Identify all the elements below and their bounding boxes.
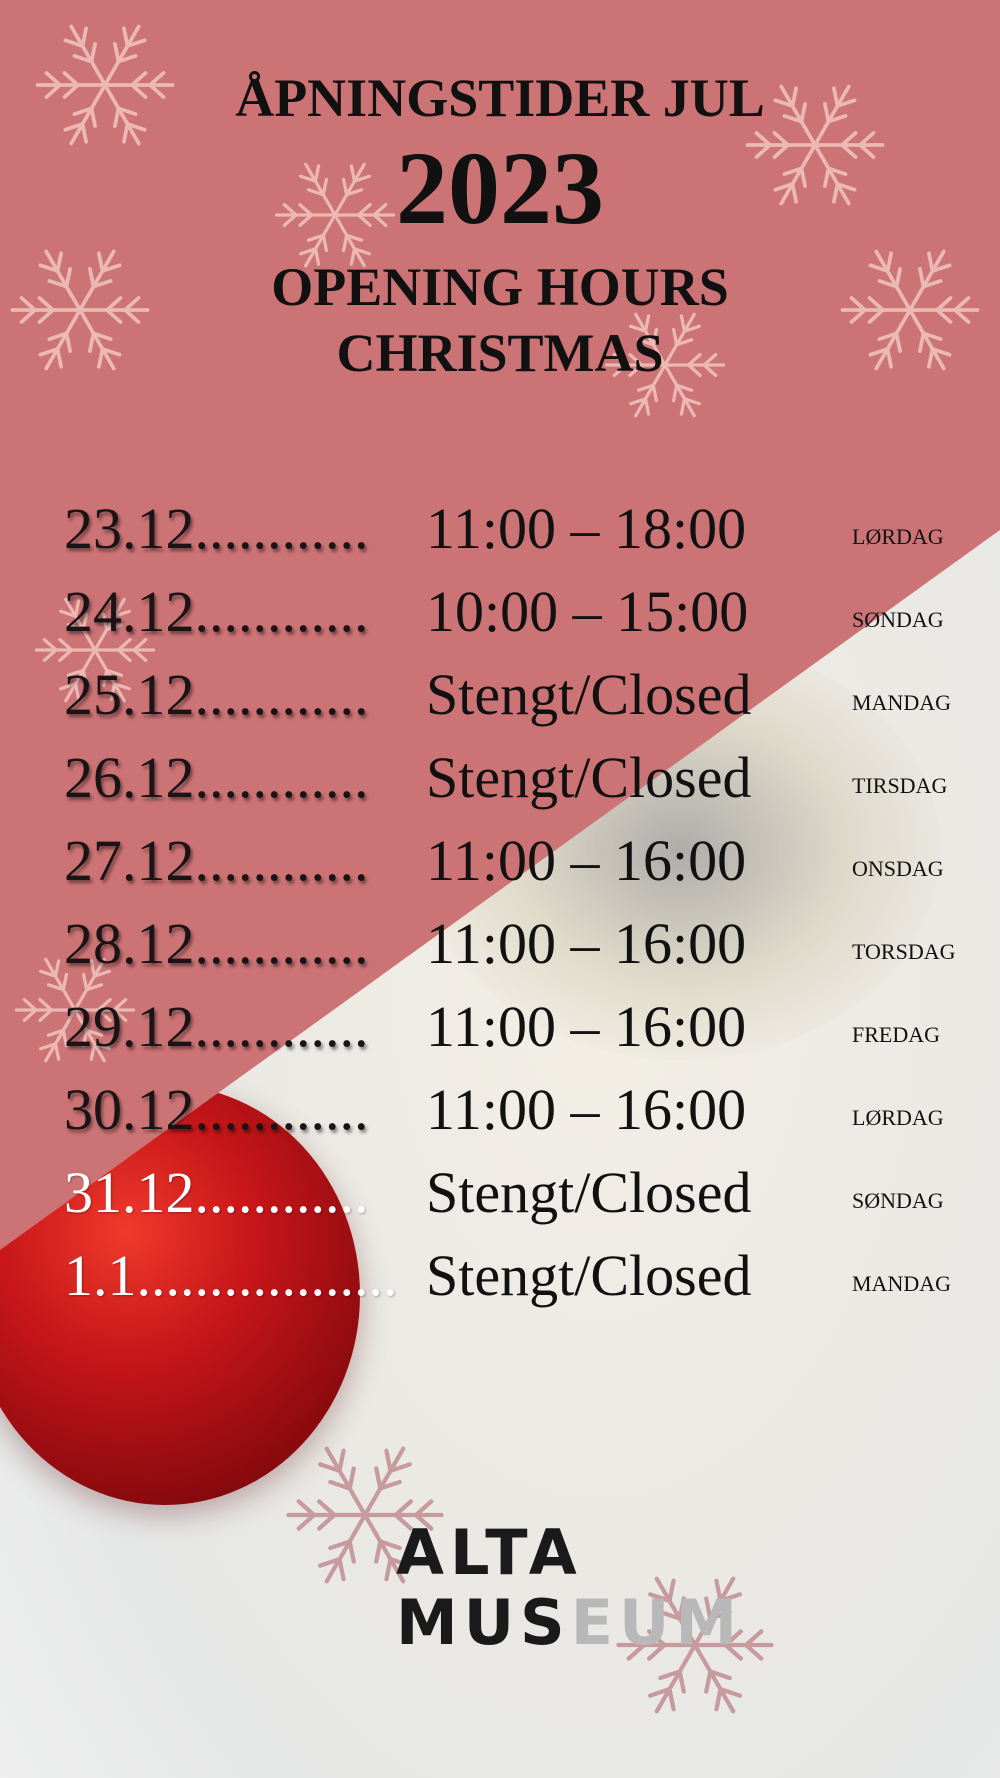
- weekday: LØRDAG: [852, 524, 944, 549]
- snowflake-icon: [14, 957, 136, 1063]
- snowflake-shape: [14, 957, 136, 1063]
- date: 23.12............: [64, 494, 369, 564]
- schedule-row: 23.12............ 11:00 – 18:00 LØRDAG: [0, 494, 1000, 574]
- hours: 11:00 – 18:00: [426, 496, 747, 561]
- weekday: ONSDAG: [852, 856, 944, 881]
- snowflake-icon: [10, 249, 150, 371]
- logo-line2-dark: MUS: [396, 1586, 571, 1659]
- date-value: 24.12: [64, 579, 195, 644]
- dot-leader: ............: [194, 579, 369, 644]
- date-value: 31.12: [64, 1160, 195, 1225]
- weekday: MANDAG: [852, 690, 951, 715]
- hours: Stengt/Closed: [426, 662, 752, 727]
- schedule-row: 29.12............ 11:00 – 16:00 FREDAG: [0, 992, 1000, 1072]
- date: 30.12............: [64, 1075, 369, 1145]
- logo-line1: ALTA: [396, 1516, 583, 1589]
- date-value: 25.12: [64, 662, 195, 727]
- title-english-line2: CHRISTMAS: [336, 323, 664, 383]
- schedule-row: 31.12............ Stengt/Closed SØNDAG: [0, 1158, 1000, 1238]
- schedule-row: 26.12............ Stengt/Closed TIRSDAG: [0, 743, 1000, 823]
- snowflake-icon: [34, 597, 156, 703]
- snowflake-shape: [745, 84, 885, 206]
- snowflake-shape: [616, 1576, 774, 1714]
- snowflake-icon: [35, 24, 175, 146]
- snowflake-shape: [604, 312, 726, 418]
- logo-line2: MUSEUM: [396, 1588, 743, 1658]
- date: 29.12............: [64, 992, 369, 1062]
- snowflake-shape: [35, 24, 175, 146]
- snowflake-icon: [286, 1446, 444, 1584]
- schedule-row: 1.1.................. Stengt/Closed MANDAG: [0, 1241, 1000, 1321]
- dot-leader: ............: [194, 1077, 369, 1142]
- dot-leader: ............: [194, 745, 369, 810]
- dot-leader: ............: [194, 911, 369, 976]
- date: 27.12............: [64, 826, 369, 896]
- date-value: 30.12: [64, 1077, 195, 1142]
- logo-line2-light: EUM: [570, 1586, 744, 1659]
- schedule-row: 28.12............ 11:00 – 16:00 TORSDAG: [0, 909, 1000, 989]
- weekday: LØRDAG: [852, 1105, 944, 1130]
- hours: 10:00 – 15:00: [426, 579, 749, 644]
- schedule-row: 27.12............ 11:00 – 16:00 ONSDAG: [0, 826, 1000, 906]
- dot-leader: ............: [194, 662, 369, 727]
- snowflake-icon: [274, 162, 396, 268]
- date-value: 28.12: [64, 911, 195, 976]
- dot-leader: ............: [194, 994, 369, 1059]
- hours: Stengt/Closed: [426, 1243, 752, 1308]
- weekday: TIRSDAG: [852, 773, 948, 798]
- weekday: SØNDAG: [852, 1188, 944, 1213]
- dot-leader: ............: [194, 496, 369, 561]
- dot-leader: ............: [194, 828, 369, 893]
- date: 24.12............: [64, 577, 369, 647]
- snowflake-icon: [604, 312, 726, 418]
- weekday: FREDAG: [852, 1022, 941, 1047]
- snowflake-shape: [274, 162, 396, 268]
- snowflake-icon: [616, 1576, 774, 1714]
- snowflake-shape: [840, 249, 980, 371]
- schedule-row: 24.12............ 10:00 – 15:00 SØNDAG: [0, 577, 1000, 657]
- date: 31.12............: [64, 1158, 369, 1228]
- hours: Stengt/Closed: [426, 1160, 752, 1225]
- date-value: 29.12: [64, 994, 195, 1059]
- weekday: MANDAG: [852, 1271, 951, 1296]
- date-value: 23.12: [64, 496, 195, 561]
- alta-museum-logo: ALTA MUSEUM: [396, 1518, 743, 1658]
- date: 26.12............: [64, 743, 369, 813]
- hours: 11:00 – 16:00: [426, 911, 747, 976]
- snowflake-shape: [34, 597, 156, 703]
- hours: 11:00 – 16:00: [426, 994, 747, 1059]
- title-norwegian: ÅPNINGSTIDER JUL: [235, 68, 765, 128]
- weekday: TORSDAG: [852, 939, 956, 964]
- date-value: 1.1: [64, 1243, 137, 1308]
- snowflake-shape: [10, 249, 150, 371]
- title-english-line1: OPENING HOURS: [271, 257, 729, 317]
- dot-leader: ..................: [136, 1243, 398, 1308]
- date-value: 27.12: [64, 828, 195, 893]
- snowflake-shape: [286, 1446, 444, 1584]
- weekday: SØNDAG: [852, 607, 944, 632]
- date: 25.12............: [64, 660, 369, 730]
- date: 28.12............: [64, 909, 369, 979]
- snowflake-icon: [745, 84, 885, 206]
- year: 2023: [396, 131, 604, 246]
- schedule-row: 30.12............ 11:00 – 16:00 LØRDAG: [0, 1075, 1000, 1155]
- hours: Stengt/Closed: [426, 745, 752, 810]
- hours: 11:00 – 16:00: [426, 828, 747, 893]
- date-value: 26.12: [64, 745, 195, 810]
- snowflake-icon: [840, 249, 980, 371]
- date: 1.1..................: [64, 1241, 398, 1311]
- dot-leader: ............: [194, 1160, 369, 1225]
- schedule-row: 25.12............ Stengt/Closed MANDAG: [0, 660, 1000, 740]
- hours: 11:00 – 16:00: [426, 1077, 747, 1142]
